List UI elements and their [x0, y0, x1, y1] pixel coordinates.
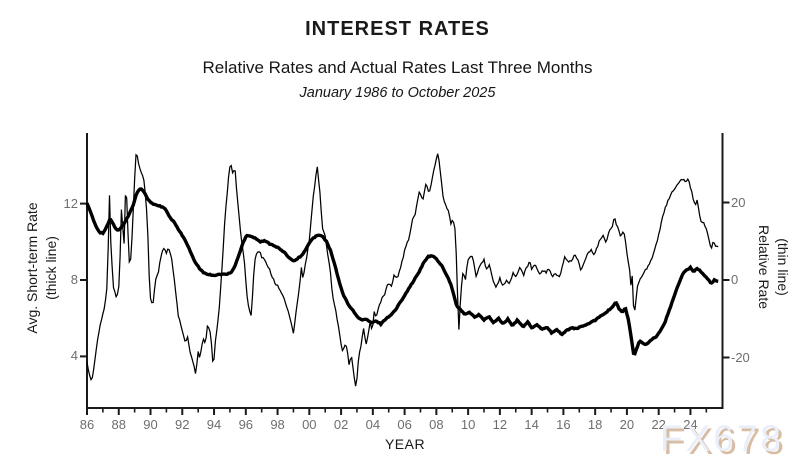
x-tick-label: 00	[302, 417, 317, 432]
right-tick-label: -20	[731, 349, 750, 365]
page-subtitle: Relative Rates and Actual Rates Last Thr…	[202, 58, 593, 77]
x-axis-title: YEAR	[384, 436, 426, 452]
x-tick-label: 04	[365, 417, 381, 432]
x-tick-label: 06	[397, 417, 412, 432]
right-axis-title-line1: Relative Rate	[756, 224, 772, 310]
x-tick-label: 92	[175, 417, 190, 432]
x-tick-label: 10	[460, 417, 476, 432]
x-tick-label: 14	[524, 417, 539, 432]
x-tick-label: 88	[111, 417, 126, 432]
x-tick-label: 90	[143, 417, 158, 432]
right-axis-title-line2: (thin line)	[775, 238, 791, 296]
right-tick-label: 20	[731, 194, 746, 210]
x-tick-label: 18	[587, 417, 603, 432]
series-line-thin	[86, 153, 719, 387]
series-line-thick	[85, 187, 719, 356]
left-axis-title-line2: (thick line)	[43, 236, 59, 300]
left-tick-label: 12	[63, 195, 78, 211]
x-tick-label: 98	[270, 417, 285, 432]
x-tick-label: 20	[619, 417, 635, 432]
x-tick-label: 86	[79, 417, 95, 432]
watermark-fx678: FX678	[660, 418, 785, 459]
x-tick-label: 22	[651, 417, 666, 432]
right-tick-label: 0	[731, 272, 739, 287]
x-tick-label: 96	[238, 417, 254, 432]
x-tick-label: 02	[333, 417, 349, 432]
x-tick-label: 12	[492, 417, 508, 432]
page-title: INTEREST RATES	[305, 18, 490, 40]
left-tick-label: 8	[70, 272, 78, 287]
x-tick-label: 94	[206, 417, 222, 432]
x-tick-label: 16	[556, 417, 571, 432]
x-tick-label: 24	[683, 417, 698, 432]
x-tick-label: 08	[429, 417, 444, 432]
left-axis-title-line1: Avg. Short-term Rate	[24, 202, 40, 334]
left-tick-label: 4	[70, 348, 78, 364]
date-range-label: January 1986 to October 2025	[299, 85, 496, 101]
